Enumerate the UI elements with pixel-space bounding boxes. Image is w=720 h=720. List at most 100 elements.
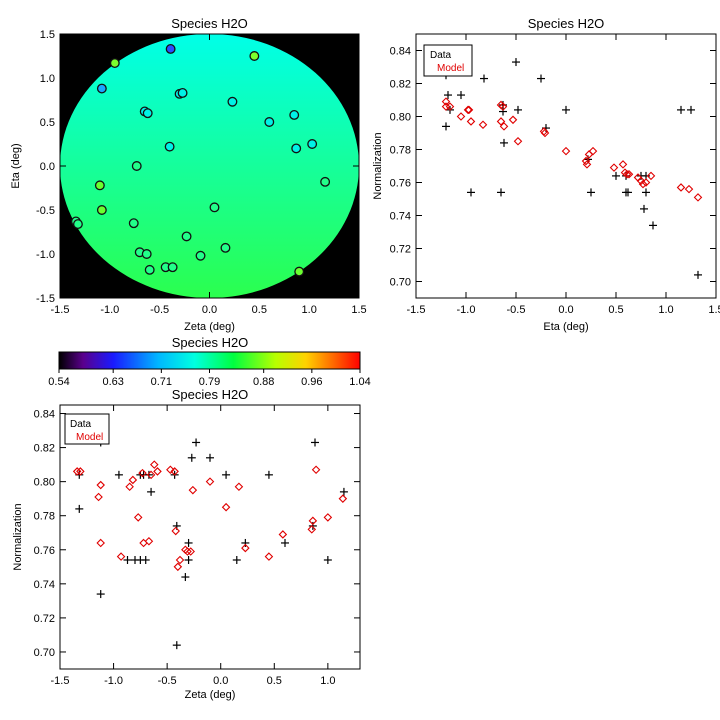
eta-y-tick-label: 0.78 bbox=[390, 145, 411, 157]
map-y-tick-label: -0.5 bbox=[36, 205, 55, 217]
eta-marks bbox=[441, 58, 703, 279]
zeta-legend-data: Data bbox=[70, 419, 92, 430]
eta-data-point bbox=[499, 107, 507, 116]
eta-model-point bbox=[445, 102, 455, 111]
map-source-point bbox=[320, 176, 331, 187]
eta-data-point bbox=[512, 58, 520, 67]
eta-data-point bbox=[467, 188, 475, 197]
zeta-model-point bbox=[150, 460, 159, 469]
eta-model-point bbox=[498, 102, 508, 111]
map-y-tick-label: 0.5 bbox=[40, 117, 55, 129]
zeta-model-point bbox=[307, 525, 317, 534]
zeta-model-point bbox=[173, 562, 183, 572]
map-source-point bbox=[209, 202, 220, 213]
map-x-tick-label: 1.0 bbox=[302, 304, 317, 316]
map-source-point bbox=[289, 110, 300, 120]
zeta-model-point bbox=[186, 547, 195, 556]
map-source-point bbox=[249, 51, 260, 61]
eta-model-point bbox=[584, 150, 594, 159]
colorbar-ticks: 0.54 0.63 0.71 0.79 0.88 0.96 1.04 bbox=[48, 369, 371, 388]
eta-model-point bbox=[582, 160, 592, 169]
map-source-point bbox=[227, 96, 238, 107]
zeta-legend: Data Model bbox=[64, 413, 110, 445]
zeta-data-point bbox=[232, 555, 241, 564]
colorbar-tick-label: 0.63 bbox=[102, 376, 123, 388]
zeta-model-point bbox=[133, 513, 143, 522]
zeta-model-point bbox=[116, 552, 126, 561]
zeta-legend-model: Model bbox=[76, 432, 103, 443]
zeta-model-point bbox=[205, 477, 215, 486]
map-source-point bbox=[294, 266, 305, 277]
eta-data-point bbox=[642, 188, 650, 197]
zeta-data-point bbox=[96, 590, 105, 599]
map-x-tick-label: -1.5 bbox=[51, 304, 70, 316]
zeta-data-point bbox=[323, 555, 332, 564]
eta-model-point bbox=[684, 184, 694, 194]
zeta-x-tick-label: 0.0 bbox=[213, 675, 228, 687]
eta-x-tick-label: -1.5 bbox=[407, 304, 426, 316]
eta-y-tick-label: 0.70 bbox=[390, 277, 411, 289]
eta-legend: Data Model bbox=[423, 44, 473, 77]
colorbar-strip bbox=[58, 351, 361, 370]
eta-model-point bbox=[464, 105, 474, 115]
eta-data-point bbox=[500, 138, 508, 147]
zeta-model-point bbox=[323, 513, 333, 522]
eta-data-point bbox=[587, 188, 595, 197]
zeta-model-point bbox=[171, 526, 180, 536]
map-axes: -1.5 -1.0 -0.5 0.0 0.5 1.0 1.5 -1.5 -1.0 -0.5 0.0 0… bbox=[36, 29, 367, 316]
map-source-point bbox=[220, 242, 231, 253]
eta-legend-box bbox=[423, 44, 473, 77]
zeta-model-point bbox=[234, 482, 244, 492]
eta-x-tick-label: 1.0 bbox=[658, 304, 673, 316]
zeta-y-tick-label: 0.76 bbox=[34, 545, 55, 557]
zeta-model-point bbox=[308, 516, 318, 526]
zeta-model-point bbox=[96, 480, 105, 490]
zeta-model-point bbox=[264, 552, 274, 561]
zeta-x-tick-label: 0.5 bbox=[267, 675, 282, 687]
eta-data-point bbox=[624, 188, 632, 197]
eta-title: Species H2O bbox=[528, 16, 605, 31]
map-source-point bbox=[72, 219, 83, 230]
zeta-y-label: Normalization bbox=[12, 503, 24, 570]
zeta-model-point bbox=[311, 465, 321, 475]
map-plot-area bbox=[60, 34, 359, 298]
eta-data-point bbox=[537, 74, 545, 83]
map-source-point bbox=[96, 83, 107, 94]
zeta-data-point bbox=[206, 453, 214, 462]
zeta-data-point bbox=[311, 438, 319, 447]
map-title: Species H2O bbox=[171, 16, 248, 31]
eta-legend-model: Model bbox=[437, 63, 464, 74]
map-y-tick-label: 1.5 bbox=[40, 29, 55, 41]
eta-model-point bbox=[561, 146, 571, 156]
map-source-point bbox=[177, 88, 188, 98]
eta-data-point bbox=[444, 91, 452, 100]
map-source-point bbox=[128, 218, 139, 229]
eta-data-point bbox=[649, 221, 657, 230]
eta-model-point bbox=[588, 146, 598, 156]
eta-data-point bbox=[514, 105, 522, 114]
map-source-point bbox=[131, 161, 142, 171]
eta-data-point bbox=[640, 204, 648, 213]
zeta-model-point bbox=[241, 543, 250, 553]
eta-y-tick-label: 0.72 bbox=[390, 244, 411, 256]
zeta-model-point bbox=[138, 468, 147, 478]
eta-data-point bbox=[694, 270, 702, 279]
zeta-y-tick-label: 0.72 bbox=[34, 613, 55, 625]
eta-axes: -1.5 -1.0 -0.5 0.0 0.5 1.0 1.5 0.70 0.72 0.74 0.76… bbox=[390, 34, 720, 316]
zeta-model-point bbox=[94, 492, 103, 502]
zeta-data-point bbox=[241, 538, 250, 547]
eta-y-tick-label: 0.76 bbox=[390, 178, 411, 190]
zeta-y-tick-label: 0.84 bbox=[34, 409, 55, 421]
zeta-data-point bbox=[187, 453, 196, 462]
zeta-y-tick-label: 0.74 bbox=[34, 579, 55, 591]
map-x-tick-label: 1.5 bbox=[351, 304, 366, 316]
zeta-legend-box bbox=[64, 413, 110, 445]
map-x-tick-label: -0.5 bbox=[150, 304, 169, 316]
eta-x-tick-label: 0.0 bbox=[558, 304, 573, 316]
zeta-model-point bbox=[146, 470, 156, 480]
eta-data-point bbox=[677, 105, 685, 114]
map-panel: Species H2O -1.5 -1.0 -0.5 0.0 0.5 1.0 1.5-1.5… bbox=[10, 16, 367, 333]
zeta-data-point bbox=[184, 555, 193, 564]
zeta-axes: -1.5 -1.0 -0.5 0.0 0.5 1.0 0.70 0.72 0.74 0.76 0.7… bbox=[34, 405, 360, 687]
